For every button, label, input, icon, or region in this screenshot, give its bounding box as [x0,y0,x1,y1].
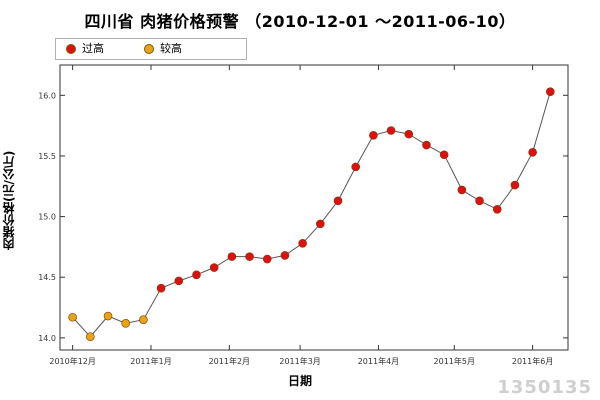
x-tick-label: 2011年4月 [358,356,399,366]
data-point-too-high [475,196,484,206]
data-point-too-high [262,254,272,264]
x-tick-label: 2010年12月 [49,356,96,366]
plot-frame [59,64,569,351]
data-point-too-high [528,148,537,157]
data-point-too-high [280,251,290,260]
x-tick-label: 2011年3月 [279,356,320,366]
data-point-too-high [369,131,378,140]
x-tick-label: 2011年6月 [512,356,553,366]
x-tick-label: 2011年1月 [130,356,171,366]
watermark: 1350135 [497,377,592,398]
data-point-too-high [386,126,396,135]
data-point-too-high [245,252,254,261]
data-point-too-high [457,185,467,195]
x-tick-label: 2011年2月 [209,356,250,366]
legend-label-high: 较高 [160,42,182,55]
data-point-too-high [439,150,449,160]
data-point-too-high [209,263,219,272]
legend-marker-high [144,44,154,54]
chart-title: 四川省 肉猪价格预警 （2010-12-01 ～2011-06-10） [84,12,516,31]
data-point-too-high [404,129,414,139]
legend: 过高 较高 [55,38,247,60]
data-point-too-high [492,205,502,214]
y-tick-label: 14.0 [38,334,56,343]
data-point-too-high [298,238,307,248]
data-point-high [103,311,113,321]
data-point-too-high [422,140,431,150]
data-point-too-high [156,283,166,293]
legend-item-high: 较高 [144,41,182,57]
x-axis-label: 日期 [287,374,312,388]
data-point-high [86,332,95,341]
price-line [72,91,551,338]
legend-marker-too-high [66,44,76,54]
legend-item-too-high: 过高 [66,41,104,57]
legend-label-too-high: 过高 [82,42,104,55]
data-point-too-high [510,180,520,190]
y-tick-label: 14.5 [38,273,56,282]
data-point-too-high [192,270,201,280]
data-point-too-high [351,162,361,172]
data-point-too-high [333,196,343,206]
data-point-too-high [546,87,555,96]
y-tick-label: 16.0 [38,91,56,100]
y-tick-label: 15.0 [38,213,56,222]
data-point-too-high [227,252,237,261]
data-point-too-high [174,276,184,286]
data-point-high [121,319,131,328]
x-tick-label: 2011年5月 [434,356,475,366]
data-point-high [139,315,148,324]
data-point-too-high [316,219,325,229]
data-point-high [68,312,77,322]
y-tick-label: 15.5 [38,152,56,161]
